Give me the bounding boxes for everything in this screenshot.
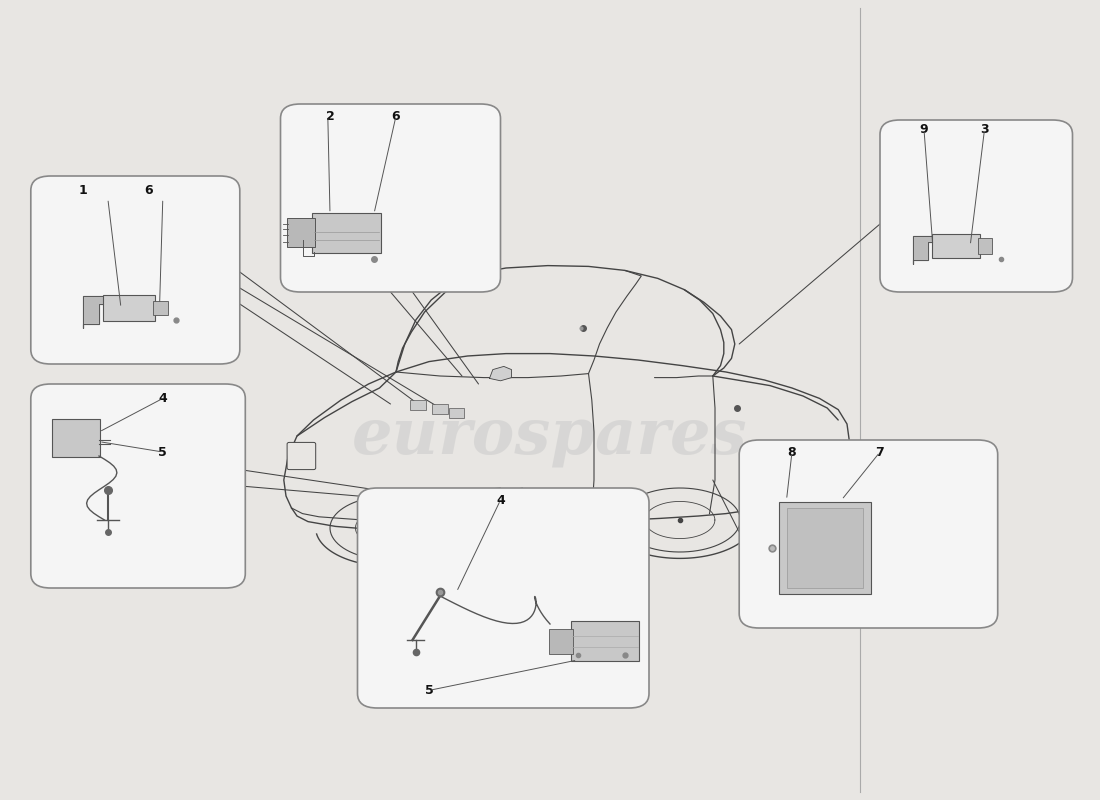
- Text: 5: 5: [158, 446, 167, 458]
- Text: 6: 6: [392, 110, 400, 122]
- Text: 4: 4: [158, 392, 167, 405]
- FancyBboxPatch shape: [571, 621, 639, 661]
- FancyBboxPatch shape: [287, 218, 315, 247]
- Text: 1: 1: [78, 184, 87, 197]
- FancyBboxPatch shape: [52, 419, 100, 457]
- FancyBboxPatch shape: [549, 629, 573, 654]
- Text: 6: 6: [144, 184, 153, 197]
- FancyBboxPatch shape: [779, 502, 871, 594]
- FancyBboxPatch shape: [358, 488, 649, 708]
- Text: 7: 7: [876, 446, 884, 458]
- FancyBboxPatch shape: [31, 176, 240, 364]
- Text: 9: 9: [920, 123, 928, 136]
- Text: 8: 8: [788, 446, 796, 458]
- FancyBboxPatch shape: [287, 442, 316, 470]
- Polygon shape: [82, 296, 104, 328]
- Text: 3: 3: [980, 123, 989, 136]
- FancyBboxPatch shape: [31, 384, 245, 588]
- FancyBboxPatch shape: [312, 213, 381, 253]
- Text: eurospares: eurospares: [352, 406, 748, 466]
- FancyBboxPatch shape: [932, 234, 980, 258]
- Polygon shape: [490, 366, 512, 381]
- FancyBboxPatch shape: [103, 295, 155, 321]
- FancyBboxPatch shape: [449, 408, 464, 418]
- Text: 2: 2: [326, 110, 334, 122]
- FancyBboxPatch shape: [739, 440, 998, 628]
- FancyBboxPatch shape: [978, 238, 992, 254]
- FancyBboxPatch shape: [786, 508, 864, 588]
- FancyBboxPatch shape: [280, 104, 500, 292]
- Text: 5: 5: [425, 684, 433, 697]
- FancyBboxPatch shape: [410, 400, 426, 410]
- Polygon shape: [913, 236, 933, 264]
- FancyBboxPatch shape: [880, 120, 1072, 292]
- FancyBboxPatch shape: [829, 445, 854, 488]
- FancyBboxPatch shape: [432, 404, 448, 414]
- FancyBboxPatch shape: [153, 301, 168, 315]
- Text: 4: 4: [496, 494, 505, 506]
